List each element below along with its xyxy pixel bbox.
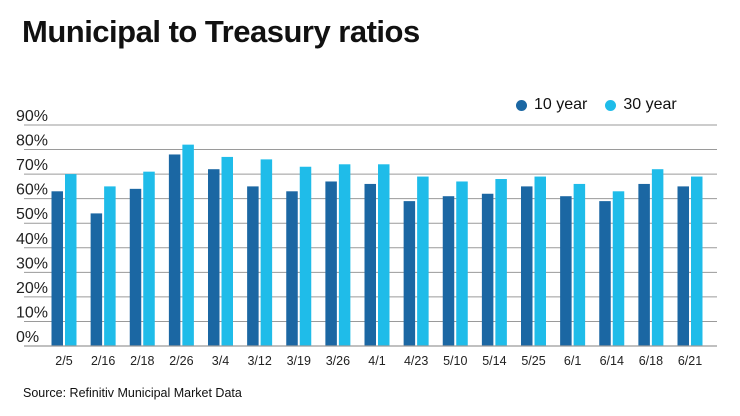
y-tick-label: 40% xyxy=(16,231,48,248)
legend-marker-30-year xyxy=(605,99,617,111)
bar-10-year-5-14 xyxy=(481,193,494,346)
y-tick-label: 0% xyxy=(16,329,39,346)
y-tick-label: 90% xyxy=(16,108,48,125)
bar-30-year-5-14 xyxy=(495,179,507,346)
bar-30-year-6-21 xyxy=(691,176,703,346)
bar-10-year-2-26 xyxy=(168,154,181,346)
bar-10-year-4-1 xyxy=(364,183,376,346)
bar-30-year-2-16 xyxy=(104,186,116,346)
bar-10-year-6-21 xyxy=(677,186,689,346)
x-tick-label: 5/25 xyxy=(521,354,545,368)
bar-30-year-3-26 xyxy=(338,164,351,346)
bar-10-year-5-25 xyxy=(521,186,533,346)
bar-10-year-3-4 xyxy=(208,169,220,346)
legend-label-30-year: 30 year xyxy=(623,96,677,113)
y-tick-label: 80% xyxy=(16,133,48,150)
bar-30-year-4-23 xyxy=(417,176,429,346)
y-tick-label: 10% xyxy=(16,304,48,321)
bar-10-year-3-19 xyxy=(286,191,298,346)
x-tick-label: 3/26 xyxy=(326,354,350,368)
bar-30-year-2-18 xyxy=(143,171,155,346)
y-tick-label: 30% xyxy=(16,255,48,272)
x-tick-label: 3/12 xyxy=(247,354,271,368)
x-tick-label: 3/4 xyxy=(212,354,229,368)
legend-marker-10-year xyxy=(516,99,527,111)
x-tick-label: 2/16 xyxy=(91,354,115,368)
x-tick-label: 5/10 xyxy=(443,354,467,368)
x-tick-label: 2/18 xyxy=(130,354,154,368)
bar-10-year-2-18 xyxy=(129,188,142,346)
bar-10-year-5-10 xyxy=(442,196,455,346)
bar-30-year-2-5 xyxy=(65,174,77,346)
bar-30-year-3-19 xyxy=(299,166,312,346)
bar-10-year-3-26 xyxy=(325,181,337,346)
y-tick-label: 50% xyxy=(16,206,48,223)
bar-30-year-2-26 xyxy=(182,144,194,346)
x-tick-label: 6/14 xyxy=(600,354,624,368)
y-tick-label: 70% xyxy=(16,157,48,174)
x-tick-label: 2/5 xyxy=(55,354,72,368)
bar-30-year-3-4 xyxy=(221,156,233,346)
x-tick-label: 6/18 xyxy=(639,354,663,368)
bar-30-year-5-25 xyxy=(534,176,546,346)
bar-10-year-4-23 xyxy=(403,201,416,346)
source-note: Source: Refinitiv Municipal Market Data xyxy=(23,386,242,400)
x-tick-label: 2/26 xyxy=(169,354,193,368)
x-tick-label: 4/1 xyxy=(368,354,385,368)
bar-30-year-6-18 xyxy=(651,169,664,346)
bar-10-year-6-14 xyxy=(599,201,611,346)
bar-30-year-3-12 xyxy=(260,159,273,346)
bar-10-year-2-5 xyxy=(51,191,63,346)
bar-10-year-3-12 xyxy=(247,186,259,346)
bar-10-year-6-18 xyxy=(638,183,650,346)
legend-label-10-year: 10 year xyxy=(534,96,588,113)
x-tick-label: 6/1 xyxy=(564,354,581,368)
x-tick-label: 6/21 xyxy=(678,354,702,368)
y-tick-label: 60% xyxy=(16,182,48,199)
x-tick-label: 4/23 xyxy=(404,354,428,368)
x-tick-label: 3/19 xyxy=(287,354,311,368)
x-tick-label: 5/14 xyxy=(482,354,506,368)
bar-30-year-6-1 xyxy=(573,183,586,346)
bar-10-year-2-16 xyxy=(90,213,103,346)
legend-item-10-year: 10 year xyxy=(516,96,587,114)
legend: 10 year 30 year xyxy=(516,96,677,114)
y-tick-label: 20% xyxy=(16,280,48,297)
bar-30-year-6-14 xyxy=(612,191,625,346)
bar-30-year-5-10 xyxy=(456,181,468,346)
bar-10-year-6-1 xyxy=(560,196,572,346)
chart-title: Municipal to Treasury ratios xyxy=(22,14,420,49)
bar-30-year-4-1 xyxy=(378,164,390,346)
legend-item-30-year: 30 year xyxy=(605,96,677,114)
